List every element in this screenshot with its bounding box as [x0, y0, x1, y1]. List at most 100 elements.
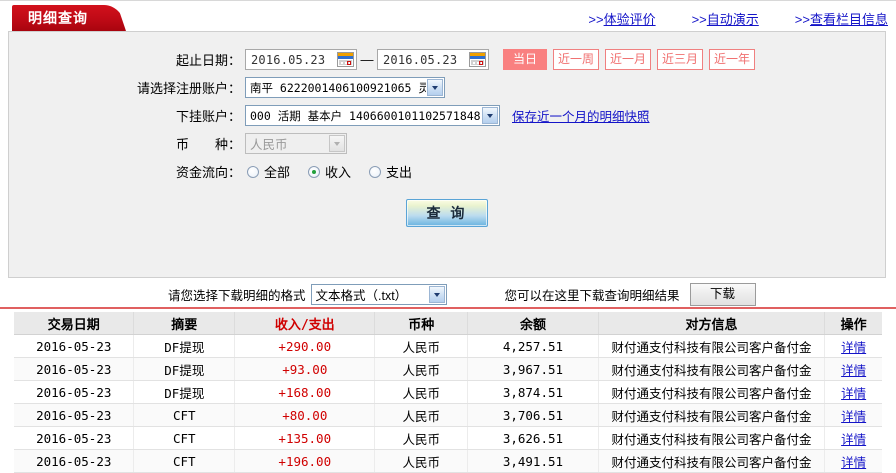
- download-format-select[interactable]: 文本格式（.txt）: [310, 283, 447, 305]
- detail-link[interactable]: 详情: [841, 455, 867, 470]
- detail-link[interactable]: 详情: [841, 386, 867, 401]
- col-summary: 摘要: [133, 312, 236, 335]
- double-arrow-icon: >>: [588, 12, 604, 27]
- cell-currency: 人民币: [374, 334, 469, 358]
- radio-income[interactable]: 收入: [308, 162, 351, 181]
- col-balance: 余额: [467, 312, 599, 335]
- download-format-value: 文本格式（.txt）: [315, 288, 408, 303]
- table-row: 2016-05-23 CFT +135.00 人民币 3,626.51 财付通支…: [14, 426, 882, 450]
- link-view-column-info[interactable]: >>查看栏目信息: [795, 9, 888, 28]
- top-links: >>体验评价 >>自动演示 >>查看栏目信息: [588, 9, 888, 28]
- cell-balance: 3,626.51: [467, 426, 599, 450]
- detail-link[interactable]: 详情: [841, 340, 867, 355]
- query-button-wrap: 查 询: [9, 199, 885, 227]
- radio-income-dot[interactable]: [308, 165, 321, 178]
- detail-link[interactable]: 详情: [841, 363, 867, 378]
- cell-currency: 人民币: [374, 426, 469, 450]
- table-row: 2016-05-23 CFT +80.00 人民币 3,706.51 财付通支付…: [14, 403, 882, 427]
- table-header: 交易日期 摘要 收入/支出 币种 余额 对方信息 操作: [14, 312, 882, 335]
- cell-date: 2016-05-23: [14, 403, 135, 427]
- date-range-label: 起止日期：: [175, 53, 241, 68]
- radio-expense-dot[interactable]: [369, 165, 382, 178]
- date-range-row: 起止日期： 2016.05.23 — 2016.05.23 当日 近一周 近一月…: [9, 46, 885, 73]
- fund-flow-radio-group: 全部 收入 支出: [247, 162, 412, 181]
- cell-currency: 人民币: [374, 380, 469, 404]
- date-from-input[interactable]: 2016.05.23: [245, 49, 357, 70]
- table-row: 2016-05-23 DF提现 +93.00 人民币 3,967.51 财付通支…: [14, 357, 882, 381]
- cell-summary: CFT: [133, 403, 236, 427]
- cell-amount: +290.00: [234, 334, 376, 358]
- table-body: 2016-05-23 DF提现 +290.00 人民币 4,257.51 财付通…: [14, 334, 882, 473]
- col-date: 交易日期: [14, 312, 135, 335]
- cell-party: 财付通支付科技有限公司客户备付金: [598, 334, 826, 358]
- cell-party: 财付通支付科技有限公司客户备付金: [598, 426, 826, 450]
- subaccount-select[interactable]: 000 活期 基本户 1406600101102571848: [245, 105, 500, 126]
- download-row: 请您选择下载明细的格式 文本格式（.txt） 您可以在这里下载查询明细结果 下载: [0, 280, 896, 308]
- chevron-down-icon[interactable]: [427, 79, 443, 96]
- subaccount-label: 下挂账户：: [175, 109, 241, 124]
- tab-detail-query[interactable]: 明细查询: [12, 5, 104, 31]
- cell-balance: 3,874.51: [467, 380, 599, 404]
- cell-balance: 4,257.51: [467, 334, 599, 358]
- account-select-value: 南平 6222001406100921065 灵通卡: [250, 80, 426, 95]
- quick-range-three-months[interactable]: 近三月: [657, 49, 704, 70]
- cell-date: 2016-05-23: [14, 426, 135, 450]
- quick-range-today[interactable]: 当日: [503, 49, 547, 70]
- query-button[interactable]: 查 询: [406, 199, 488, 227]
- cell-action: 详情: [824, 426, 882, 450]
- currency-select: 人民币: [245, 133, 347, 154]
- cell-date: 2016-05-23: [14, 449, 135, 473]
- chevron-down-icon[interactable]: [482, 107, 498, 124]
- cell-amount: +168.00: [234, 380, 376, 404]
- cell-amount: +80.00: [234, 403, 376, 427]
- table-row: 2016-05-23 DF提现 +290.00 人民币 4,257.51 财付通…: [14, 334, 882, 358]
- currency-select-value: 人民币: [250, 138, 288, 152]
- tab-curve-decoration: [104, 5, 126, 31]
- calendar-icon[interactable]: [337, 52, 354, 67]
- radio-income-label: 收入: [325, 165, 352, 180]
- radio-expense-label: 支出: [386, 165, 413, 180]
- quick-range-buttons: 当日 近一周 近一月 近三月 近一年: [503, 49, 756, 70]
- link-experience-rating-label: 体验评价: [603, 12, 656, 27]
- cell-balance: 3,491.51: [467, 449, 599, 473]
- radio-all[interactable]: 全部: [247, 162, 290, 181]
- subaccount-select-value: 000 活期 基本户 1406600101102571848: [250, 108, 481, 123]
- quick-range-month[interactable]: 近一月: [605, 49, 652, 70]
- cell-date: 2016-05-23: [14, 380, 135, 404]
- cell-action: 详情: [824, 449, 882, 473]
- quick-range-week[interactable]: 近一周: [553, 49, 600, 70]
- link-auto-demo[interactable]: >>自动演示: [692, 9, 759, 28]
- cell-currency: 人民币: [374, 357, 469, 381]
- double-arrow-icon: >>: [691, 12, 707, 27]
- account-label: 请选择注册账户：: [136, 81, 241, 96]
- radio-all-dot[interactable]: [247, 165, 259, 178]
- chevron-down-icon[interactable]: [428, 285, 445, 303]
- download-button[interactable]: 下载: [689, 282, 756, 306]
- cell-party: 财付通支付科技有限公司客户备付金: [598, 449, 826, 473]
- download-format-label: 请您选择下载明细的格式: [168, 288, 306, 303]
- account-row: 请选择注册账户： 南平 6222001406100921065 灵通卡: [9, 74, 885, 101]
- cell-action: 详情: [824, 357, 882, 381]
- detail-link[interactable]: 详情: [841, 409, 867, 424]
- calendar-icon[interactable]: [469, 52, 486, 67]
- fund-flow-label: 资金流向：: [175, 165, 241, 180]
- quick-range-year[interactable]: 近一年: [709, 49, 756, 70]
- cell-balance: 3,967.51: [467, 357, 599, 381]
- cell-action: 详情: [824, 403, 882, 427]
- date-to-input[interactable]: 2016.05.23: [377, 49, 489, 70]
- radio-expense[interactable]: 支出: [369, 162, 412, 181]
- cell-summary: CFT: [133, 426, 236, 450]
- cell-summary: DF提现: [133, 380, 236, 404]
- detail-link[interactable]: 详情: [841, 432, 867, 447]
- account-select[interactable]: 南平 6222001406100921065 灵通卡: [245, 77, 445, 98]
- currency-label: 币 种：: [175, 137, 241, 152]
- transaction-table: 交易日期 摘要 收入/支出 币种 余额 对方信息 操作 2016-05-23 D…: [14, 312, 882, 473]
- cell-party: 财付通支付科技有限公司客户备付金: [598, 357, 826, 381]
- save-snapshot-link[interactable]: 保存近一个月的明细快照: [512, 110, 650, 124]
- date-from-value: 2016.05.23: [251, 52, 326, 67]
- link-experience-rating[interactable]: >>体验评价: [588, 9, 655, 28]
- download-hint: 您可以在这里下载查询明细结果: [504, 288, 680, 303]
- chevron-down-icon: [329, 135, 345, 152]
- cell-summary: CFT: [133, 449, 236, 473]
